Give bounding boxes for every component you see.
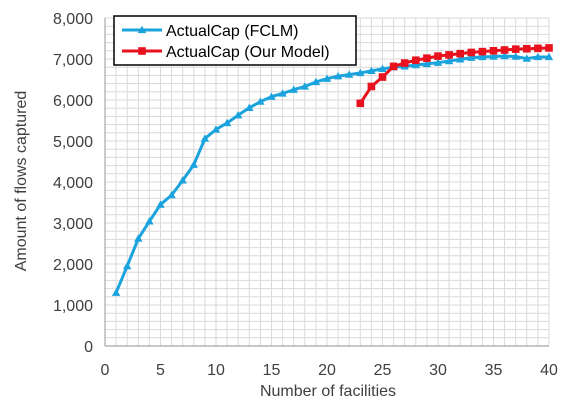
data-point — [145, 217, 154, 225]
x-tick-label: 10 — [207, 362, 225, 379]
data-point — [511, 45, 520, 53]
x-tick-label: 25 — [374, 362, 392, 379]
legend-box — [113, 15, 357, 66]
data-point — [367, 66, 376, 75]
data-point — [278, 89, 287, 97]
y-tick-label: 1,000 — [53, 298, 93, 315]
x-tick-label: 20 — [318, 362, 336, 379]
data-point — [311, 77, 321, 86]
data-point — [411, 60, 420, 69]
x-tick-label: 5 — [156, 362, 165, 379]
data-point — [123, 261, 132, 270]
data-point — [433, 58, 443, 66]
data-point — [489, 47, 498, 55]
series-our-model — [356, 44, 553, 108]
data-point — [189, 160, 198, 168]
data-point — [500, 51, 509, 60]
y-tick-label: 6,000 — [53, 93, 93, 110]
data-point — [467, 48, 476, 57]
data-point — [400, 59, 409, 67]
y-tick-label: 0 — [84, 339, 93, 356]
data-point — [523, 44, 531, 53]
data-point — [356, 68, 365, 77]
grid-lines — [104, 17, 550, 347]
data-point — [234, 110, 243, 119]
y-axis-title: Amount of flows captured — [13, 91, 30, 272]
data-point — [456, 55, 465, 63]
data-point — [434, 52, 442, 60]
x-axis-title: Number of facilities — [260, 383, 396, 400]
data-point — [211, 125, 221, 133]
series-line — [114, 54, 549, 294]
data-point — [245, 103, 254, 111]
data-point — [423, 54, 431, 62]
data-point — [200, 134, 210, 142]
x-tick-label: 30 — [429, 362, 447, 379]
legend-label-our-model: ActualCap (Our Model) — [166, 44, 330, 61]
data-point — [300, 82, 309, 90]
data-point — [367, 82, 376, 91]
legend-marker-our-model — [138, 47, 146, 55]
data-point — [544, 52, 554, 61]
data-point — [456, 49, 464, 58]
series-fclm — [111, 51, 554, 296]
data-point — [489, 52, 498, 60]
data-point — [167, 190, 176, 199]
data-point — [178, 176, 187, 184]
data-point — [478, 47, 487, 56]
data-point — [389, 62, 398, 71]
axes — [104, 18, 549, 347]
legend: ActualCap (FCLM) ActualCap (Our Model) — [113, 15, 357, 66]
legend-marker-shape — [138, 47, 146, 55]
data-point — [511, 52, 520, 60]
data-point — [422, 59, 432, 68]
data-point — [545, 44, 553, 52]
y-tick-label: 2,000 — [53, 257, 93, 274]
data-point — [412, 56, 420, 65]
data-point — [445, 51, 453, 59]
x-tick-labels: 0 5 10 15 20 25 30 35 40 — [101, 362, 558, 379]
y-tick-label: 7,000 — [53, 52, 93, 69]
legend-marker-shape — [137, 25, 147, 34]
data-point — [156, 200, 165, 208]
data-point — [500, 46, 509, 54]
data-point — [444, 56, 454, 65]
data-point — [356, 99, 365, 108]
data-point — [378, 64, 387, 72]
data-point — [322, 74, 332, 82]
x-tick-label: 40 — [540, 362, 558, 379]
y-tick-labels: 0 1,000 2,000 3,000 4,000 5,000 6,000 7,000 8,00… — [53, 11, 93, 356]
y-tick-label: 8,000 — [53, 11, 93, 28]
data-point — [222, 118, 232, 127]
data-point — [378, 73, 387, 81]
data-point — [333, 72, 343, 80]
data-point — [467, 53, 476, 61]
data-point — [533, 52, 543, 61]
x-tick-label: 35 — [485, 362, 503, 379]
data-point — [134, 234, 143, 242]
data-point — [256, 97, 265, 105]
y-tick-label: 5,000 — [53, 134, 93, 151]
x-tick-label: 0 — [101, 362, 110, 379]
data-point — [345, 70, 354, 78]
data-point — [478, 52, 487, 61]
x-tick-label: 15 — [263, 362, 281, 379]
data-point — [267, 92, 276, 100]
legend-label-fclm: ActualCap (FCLM) — [166, 23, 298, 40]
data-point — [111, 288, 121, 296]
y-tick-label: 4,000 — [53, 175, 93, 192]
series-layer — [111, 44, 554, 296]
data-point — [289, 85, 298, 93]
legend-marker-fclm — [137, 25, 147, 34]
y-tick-label: 3,000 — [53, 216, 93, 233]
data-point — [534, 44, 542, 53]
data-point — [522, 54, 531, 62]
